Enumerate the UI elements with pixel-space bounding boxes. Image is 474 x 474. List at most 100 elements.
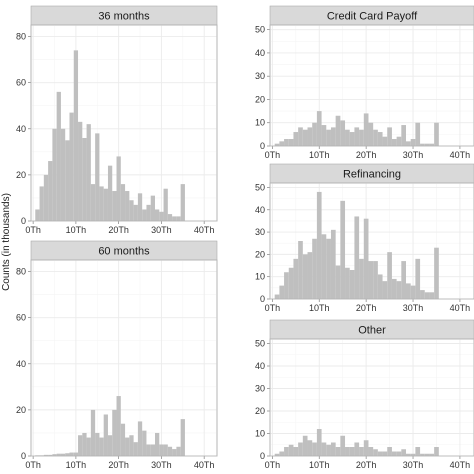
bar-60m-14 bbox=[90, 409, 96, 456]
bar-60m-28 bbox=[150, 444, 155, 456]
bar-oth-17 bbox=[349, 447, 355, 456]
bar-36m-17 bbox=[103, 188, 108, 221]
bar-36m-34 bbox=[176, 216, 181, 221]
x-tick-label: 10Th bbox=[309, 303, 330, 313]
bar-ccp-5 bbox=[293, 132, 299, 146]
bar-ccp-14 bbox=[335, 115, 341, 146]
bar-ccp-21 bbox=[368, 122, 374, 146]
bar-ref-20 bbox=[363, 218, 369, 299]
bar-ref-28 bbox=[401, 261, 406, 299]
bar-ccp-6 bbox=[298, 127, 303, 146]
y-tick-label: 40 bbox=[16, 124, 26, 134]
panel-title-36m: 36 months bbox=[98, 11, 150, 23]
bar-ccp-29 bbox=[406, 141, 411, 146]
bar-ref-9 bbox=[312, 238, 317, 299]
bar-oth-5 bbox=[293, 447, 299, 456]
bar-oth-27 bbox=[396, 451, 402, 456]
bar-oth-30 bbox=[410, 453, 416, 456]
y-tick-label: 40 bbox=[255, 361, 265, 371]
bar-60m-12 bbox=[82, 432, 87, 456]
x-tick-label: 10Th bbox=[309, 150, 330, 160]
bar-oth-31 bbox=[415, 447, 421, 456]
bar-oth-20 bbox=[363, 440, 369, 456]
bar-oth-22 bbox=[373, 449, 378, 456]
bar-36m-2 bbox=[39, 186, 44, 221]
y-tick-label: 20 bbox=[255, 249, 265, 259]
bar-36m-18 bbox=[107, 165, 113, 221]
plot-area-60m bbox=[30, 259, 218, 457]
x-tick-label: 40Th bbox=[450, 303, 471, 313]
bar-60m-8 bbox=[65, 453, 70, 456]
bar-ccp-11 bbox=[321, 125, 327, 146]
bar-oth-12 bbox=[326, 444, 331, 456]
y-tick-label: 0 bbox=[260, 451, 265, 461]
bar-36m-21 bbox=[120, 184, 126, 221]
y-tick-label: 20 bbox=[255, 94, 265, 104]
bar-oth-9 bbox=[312, 442, 317, 456]
bar-ccp-26 bbox=[391, 139, 397, 146]
bar-36m-31 bbox=[163, 188, 168, 221]
bar-ccp-33 bbox=[424, 143, 430, 146]
panel-title-60m: 60 months bbox=[98, 246, 150, 258]
bar-36m-1 bbox=[35, 209, 40, 221]
y-tick-label: 10 bbox=[255, 272, 265, 282]
bar-oth-18 bbox=[354, 442, 360, 456]
y-tick-label: 40 bbox=[255, 48, 265, 58]
bar-oth-21 bbox=[368, 447, 374, 456]
plot-border-ccp bbox=[269, 24, 474, 147]
plot-border-60m bbox=[30, 259, 218, 457]
bar-ref-29 bbox=[406, 283, 411, 299]
bar-36m-33 bbox=[172, 216, 177, 221]
bar-ccp-28 bbox=[401, 125, 406, 146]
bar-ccp-20 bbox=[363, 113, 369, 146]
x-tick-label: 0Th bbox=[265, 460, 281, 470]
bar-60m-27 bbox=[146, 444, 151, 456]
y-tick-label: 20 bbox=[255, 406, 265, 416]
bar-ccp-1 bbox=[274, 143, 280, 146]
bar-ref-3 bbox=[284, 272, 289, 299]
bar-ref-12 bbox=[326, 238, 331, 299]
bar-ccp-2 bbox=[279, 141, 285, 146]
bar-36m-8 bbox=[65, 140, 70, 221]
bar-36m-27 bbox=[146, 204, 151, 221]
panel-title-oth: Other bbox=[358, 325, 386, 337]
bar-ref-13 bbox=[330, 229, 336, 299]
bar-36m-24 bbox=[133, 204, 138, 221]
bar-36m-16 bbox=[99, 186, 104, 221]
bar-ccp-10 bbox=[316, 111, 322, 146]
bar-ref-11 bbox=[321, 234, 327, 299]
bar-36m-11 bbox=[78, 121, 83, 221]
y-tick-label: 0 bbox=[21, 451, 26, 461]
bar-60m-3 bbox=[43, 454, 49, 456]
bar-60m-15 bbox=[95, 432, 100, 456]
bar-oth-3 bbox=[284, 447, 289, 456]
x-tick-label: 20Th bbox=[356, 460, 377, 470]
x-tick-label: 40Th bbox=[450, 150, 471, 160]
bar-60m-35 bbox=[180, 419, 185, 456]
x-tick-label: 10Th bbox=[66, 460, 87, 470]
bar-oth-29 bbox=[406, 453, 411, 456]
bar-ccp-32 bbox=[420, 143, 425, 146]
bar-36m-25 bbox=[137, 193, 143, 221]
x-tick-label: 30Th bbox=[151, 225, 172, 235]
bar-60m-16 bbox=[99, 437, 104, 456]
y-tick-label: 30 bbox=[255, 71, 265, 81]
bar-ccp-18 bbox=[354, 127, 360, 146]
bar-ref-1 bbox=[274, 294, 280, 299]
y-tick-label: 10 bbox=[255, 118, 265, 128]
bar-60m-31 bbox=[163, 444, 168, 456]
x-tick-label: 40Th bbox=[194, 225, 215, 235]
bar-ref-26 bbox=[391, 278, 397, 299]
bar-ccp-23 bbox=[377, 132, 383, 146]
bar-36m-28 bbox=[150, 195, 155, 221]
bar-ccp-17 bbox=[349, 132, 355, 146]
bar-ref-10 bbox=[316, 191, 322, 299]
bar-60m-24 bbox=[133, 442, 138, 456]
bar-36m-29 bbox=[155, 209, 160, 221]
plot-border-oth bbox=[269, 338, 474, 457]
bar-oth-23 bbox=[377, 451, 383, 456]
bar-ref-32 bbox=[420, 290, 425, 299]
x-tick-label: 30Th bbox=[403, 303, 424, 313]
bar-ref-23 bbox=[377, 274, 383, 299]
